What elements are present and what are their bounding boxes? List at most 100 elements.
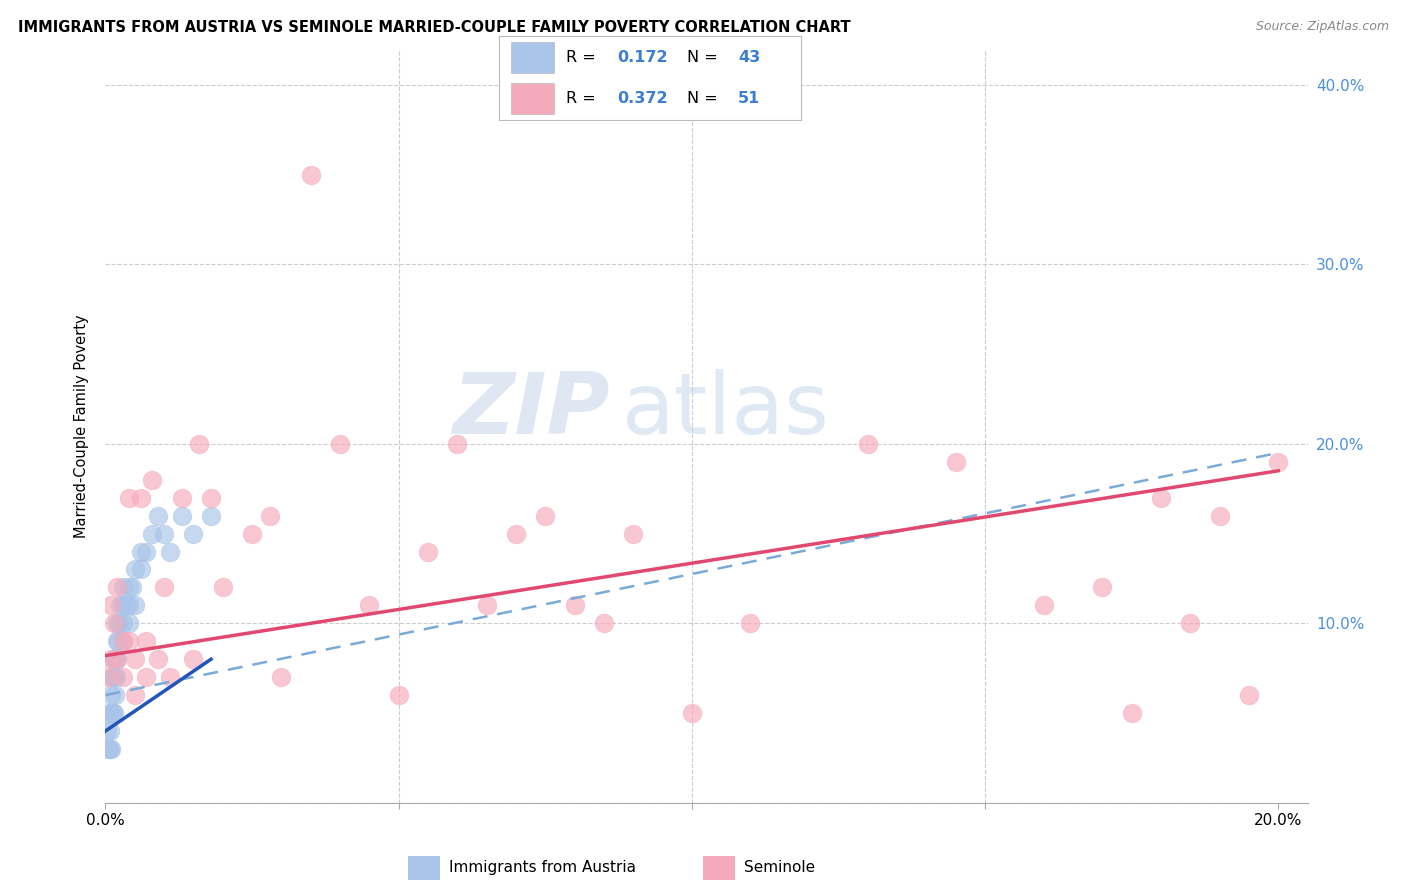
Point [118,491,141,505]
Point [100,706,122,720]
Text: ZIP: ZIP [453,369,610,452]
Point [135,544,157,558]
Point [153,581,176,595]
Point [98,706,121,720]
Point [200,491,222,505]
Point [135,634,157,648]
Point [103,706,125,720]
Point [129,491,152,505]
Point [105,634,128,648]
Point [129,562,152,576]
Point [1032,599,1054,613]
Point [183,526,205,541]
Point [141,526,163,541]
Point [170,508,193,523]
Text: Seminole: Seminole [744,861,815,875]
Point [108,599,131,613]
Point [100,742,122,756]
Point [97,670,120,684]
Point [446,437,468,451]
Point [103,652,125,666]
Point [112,634,135,648]
Point [100,688,122,702]
Point [621,526,644,541]
Point [270,670,292,684]
Point [124,688,146,702]
Text: N =: N = [686,50,723,65]
Point [211,581,233,595]
Point [1150,491,1173,505]
Point [101,670,124,684]
Text: 43: 43 [738,50,761,65]
Point [112,616,135,631]
Point [681,706,703,720]
Point [200,508,222,523]
Point [124,562,146,576]
Point [105,616,128,631]
Text: 0.372: 0.372 [617,91,668,106]
Point [98,742,121,756]
Point [170,491,193,505]
Point [118,616,141,631]
Bar [408,856,440,880]
Point [1180,616,1202,631]
Text: Source: ZipAtlas.com: Source: ZipAtlas.com [1256,20,1389,33]
Point [96,724,118,739]
Point [159,544,181,558]
Point [945,455,967,469]
Point [475,599,498,613]
Point [97,742,120,756]
Point [153,526,176,541]
Point [505,526,527,541]
Point [105,670,128,684]
Point [359,599,381,613]
Point [105,581,128,595]
Text: atlas: atlas [623,369,831,452]
Point [124,652,146,666]
Text: Immigrants from Austria: Immigrants from Austria [449,861,636,875]
Point [112,581,135,595]
Point [388,688,411,702]
Text: R =: R = [565,50,600,65]
Point [129,544,152,558]
Point [100,652,122,666]
Point [104,688,127,702]
Point [329,437,352,451]
Point [299,168,322,182]
Point [148,652,170,666]
FancyBboxPatch shape [512,83,554,113]
Point [103,670,125,684]
Bar [703,856,735,880]
Point [103,616,125,631]
Point [1121,706,1143,720]
FancyBboxPatch shape [512,43,554,73]
Point [112,670,135,684]
Point [115,599,138,613]
Point [135,670,157,684]
Y-axis label: Married-Couple Family Poverty: Married-Couple Family Poverty [75,314,90,538]
Point [148,508,170,523]
Point [108,616,131,631]
Point [118,581,141,595]
Point [124,599,146,613]
Text: IMMIGRANTS FROM AUSTRIA VS SEMINOLE MARRIED-COUPLE FAMILY POVERTY CORRELATION CH: IMMIGRANTS FROM AUSTRIA VS SEMINOLE MARR… [18,20,851,35]
Point [564,599,586,613]
Point [1208,508,1230,523]
Text: N =: N = [686,91,723,106]
Text: 51: 51 [738,91,761,106]
Point [118,634,141,648]
Point [1091,581,1114,595]
Point [1237,688,1260,702]
Point [118,599,141,613]
Point [416,544,439,558]
Point [240,526,263,541]
Point [141,473,163,487]
Point [100,599,122,613]
Point [1267,455,1289,469]
Point [105,652,128,666]
Point [856,437,879,451]
Text: 0.172: 0.172 [617,50,668,65]
Point [259,508,281,523]
Text: R =: R = [565,91,600,106]
Point [107,634,129,648]
